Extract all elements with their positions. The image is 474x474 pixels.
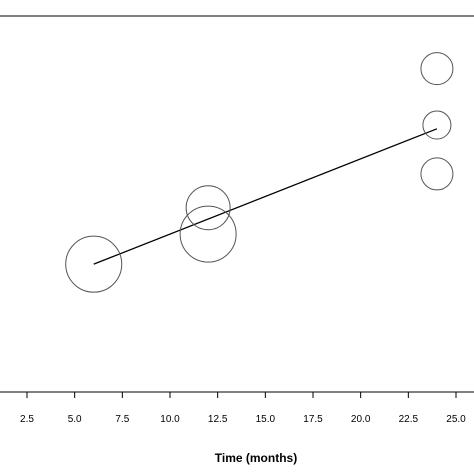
x-tick-label: 10.0 xyxy=(160,414,180,425)
x-tick-label: 12.5 xyxy=(208,414,228,425)
data-point-bubble xyxy=(65,235,123,293)
x-tick-label: 20.0 xyxy=(351,414,371,425)
x-tick-label: 2.5 xyxy=(20,414,34,425)
x-tick-label: 15.0 xyxy=(256,414,276,425)
data-point-bubble xyxy=(185,185,231,231)
data-point-bubble xyxy=(179,205,237,263)
x-tick-label: 25.0 xyxy=(446,414,466,425)
x-tick-label: 7.5 xyxy=(115,414,129,425)
x-tick-label: 17.5 xyxy=(303,414,323,425)
x-axis-title: Time (months) xyxy=(215,451,297,465)
data-point-bubble xyxy=(420,52,454,86)
trend-line xyxy=(93,128,438,265)
trend-line-group xyxy=(93,128,438,265)
plot-frame xyxy=(0,15,474,393)
x-axis-ticks: 2.5 5.0 7.5 10.0 12.5 15.0 17.5 20.0 22.5 25.0 xyxy=(20,392,466,425)
data-point-bubble xyxy=(420,157,454,191)
x-tick-label: 5.0 xyxy=(68,414,82,425)
x-tick-label: 22.5 xyxy=(399,414,419,425)
data-points xyxy=(65,52,454,293)
data-point-bubble xyxy=(422,110,452,140)
